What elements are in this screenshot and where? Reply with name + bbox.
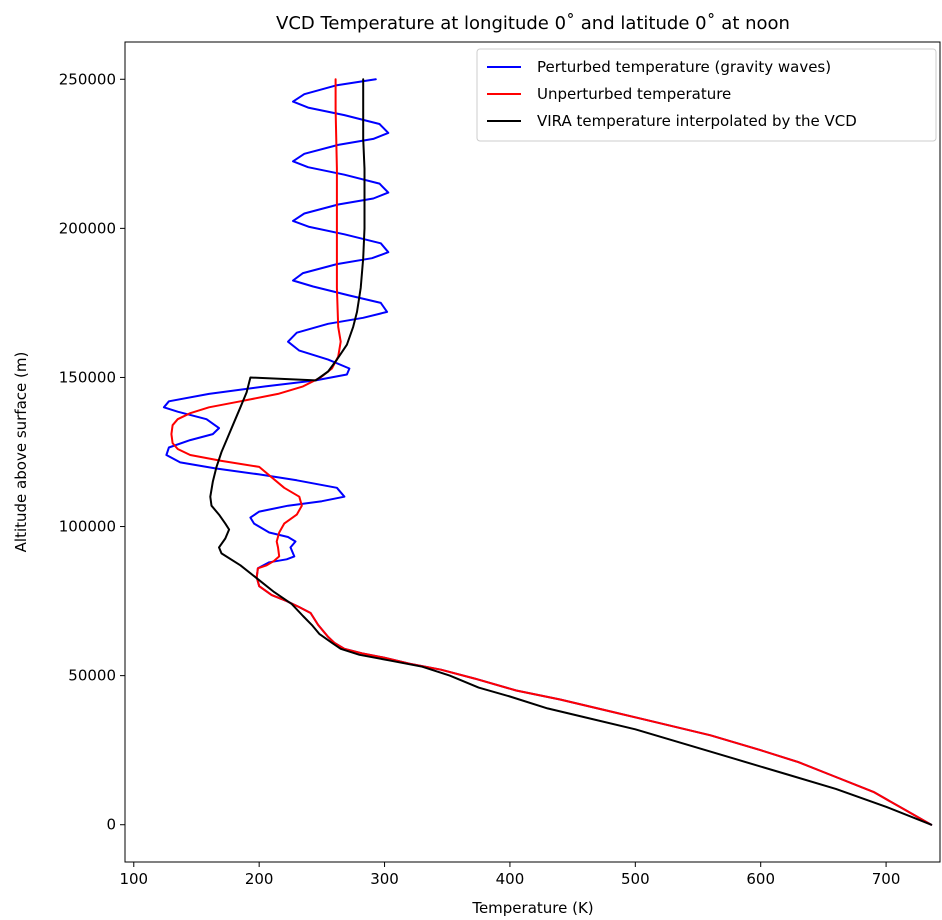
- y-tick-label: 100000: [59, 518, 116, 536]
- series-line-2: [170, 78, 933, 826]
- y-tick-label: 50000: [68, 667, 116, 685]
- x-axis-label: Temperature (K): [471, 899, 593, 917]
- y-tick-label: 0: [106, 816, 116, 834]
- series-layer: [162, 78, 933, 826]
- x-tick-label: 700: [872, 870, 901, 888]
- x-tick-label: 300: [370, 870, 399, 888]
- x-tick-label: 400: [496, 870, 525, 888]
- x-tick-label: 100: [119, 870, 148, 888]
- legend-label-3: VIRA temperature interpolated by the VCD: [537, 112, 857, 130]
- x-axis: 100 200 300 400 500 600 700: [119, 862, 900, 888]
- y-tick-label: 150000: [59, 368, 116, 386]
- x-tick-label: 500: [621, 870, 650, 888]
- x-tick-label: 200: [245, 870, 274, 888]
- y-tick-label: 200000: [59, 219, 116, 237]
- legend-label-2: Unperturbed temperature: [537, 85, 731, 103]
- plot-frame: [124, 41, 941, 863]
- y-axis-label: Altitude above surface (m): [12, 352, 30, 553]
- legend-entries: Perturbed temperature (gravity waves) Unp…: [487, 58, 857, 130]
- chart-title: VCD Temperature at longitude 0˚ and lati…: [276, 13, 790, 34]
- plot-area: [124, 41, 941, 863]
- legend-box: [476, 48, 937, 142]
- y-axis: 0 50000 100000 150000 200000 250000: [59, 70, 125, 834]
- series-line-3: [209, 78, 933, 826]
- y-tick-label: 250000: [59, 70, 116, 88]
- x-tick-label: 600: [746, 870, 775, 888]
- legend: Perturbed temperature (gravity waves) Unp…: [476, 48, 937, 142]
- series-line-1: [162, 78, 933, 826]
- legend-label-1: Perturbed temperature (gravity waves): [537, 58, 831, 76]
